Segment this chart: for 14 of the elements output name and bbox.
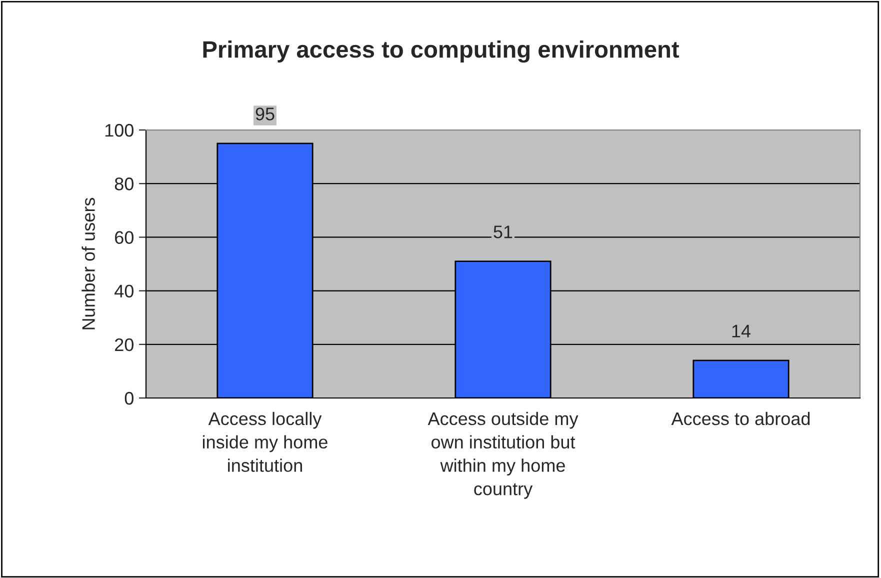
x-tick-label: Access to abroad <box>671 412 810 426</box>
y-tick-label: 20 <box>115 338 134 352</box>
chart-title: Primary access to computing environment <box>203 40 680 63</box>
data-label: 14 <box>732 324 751 338</box>
y-tick-label: 0 <box>124 392 134 405</box>
x-tick-label: Access outside my own institution but within my home country <box>428 412 578 499</box>
y-tick-label: 60 <box>115 231 134 244</box>
data-label: 51 <box>494 226 512 238</box>
y-tick-label: 100 <box>105 124 134 137</box>
y-tick-label: 80 <box>114 178 134 190</box>
x-tick-label: Access locally inside my home institution <box>202 412 328 472</box>
data-label: 95 <box>256 108 274 120</box>
y-tick-label: 40 <box>114 284 134 298</box>
y-axis-title: Number of users <box>82 198 95 330</box>
